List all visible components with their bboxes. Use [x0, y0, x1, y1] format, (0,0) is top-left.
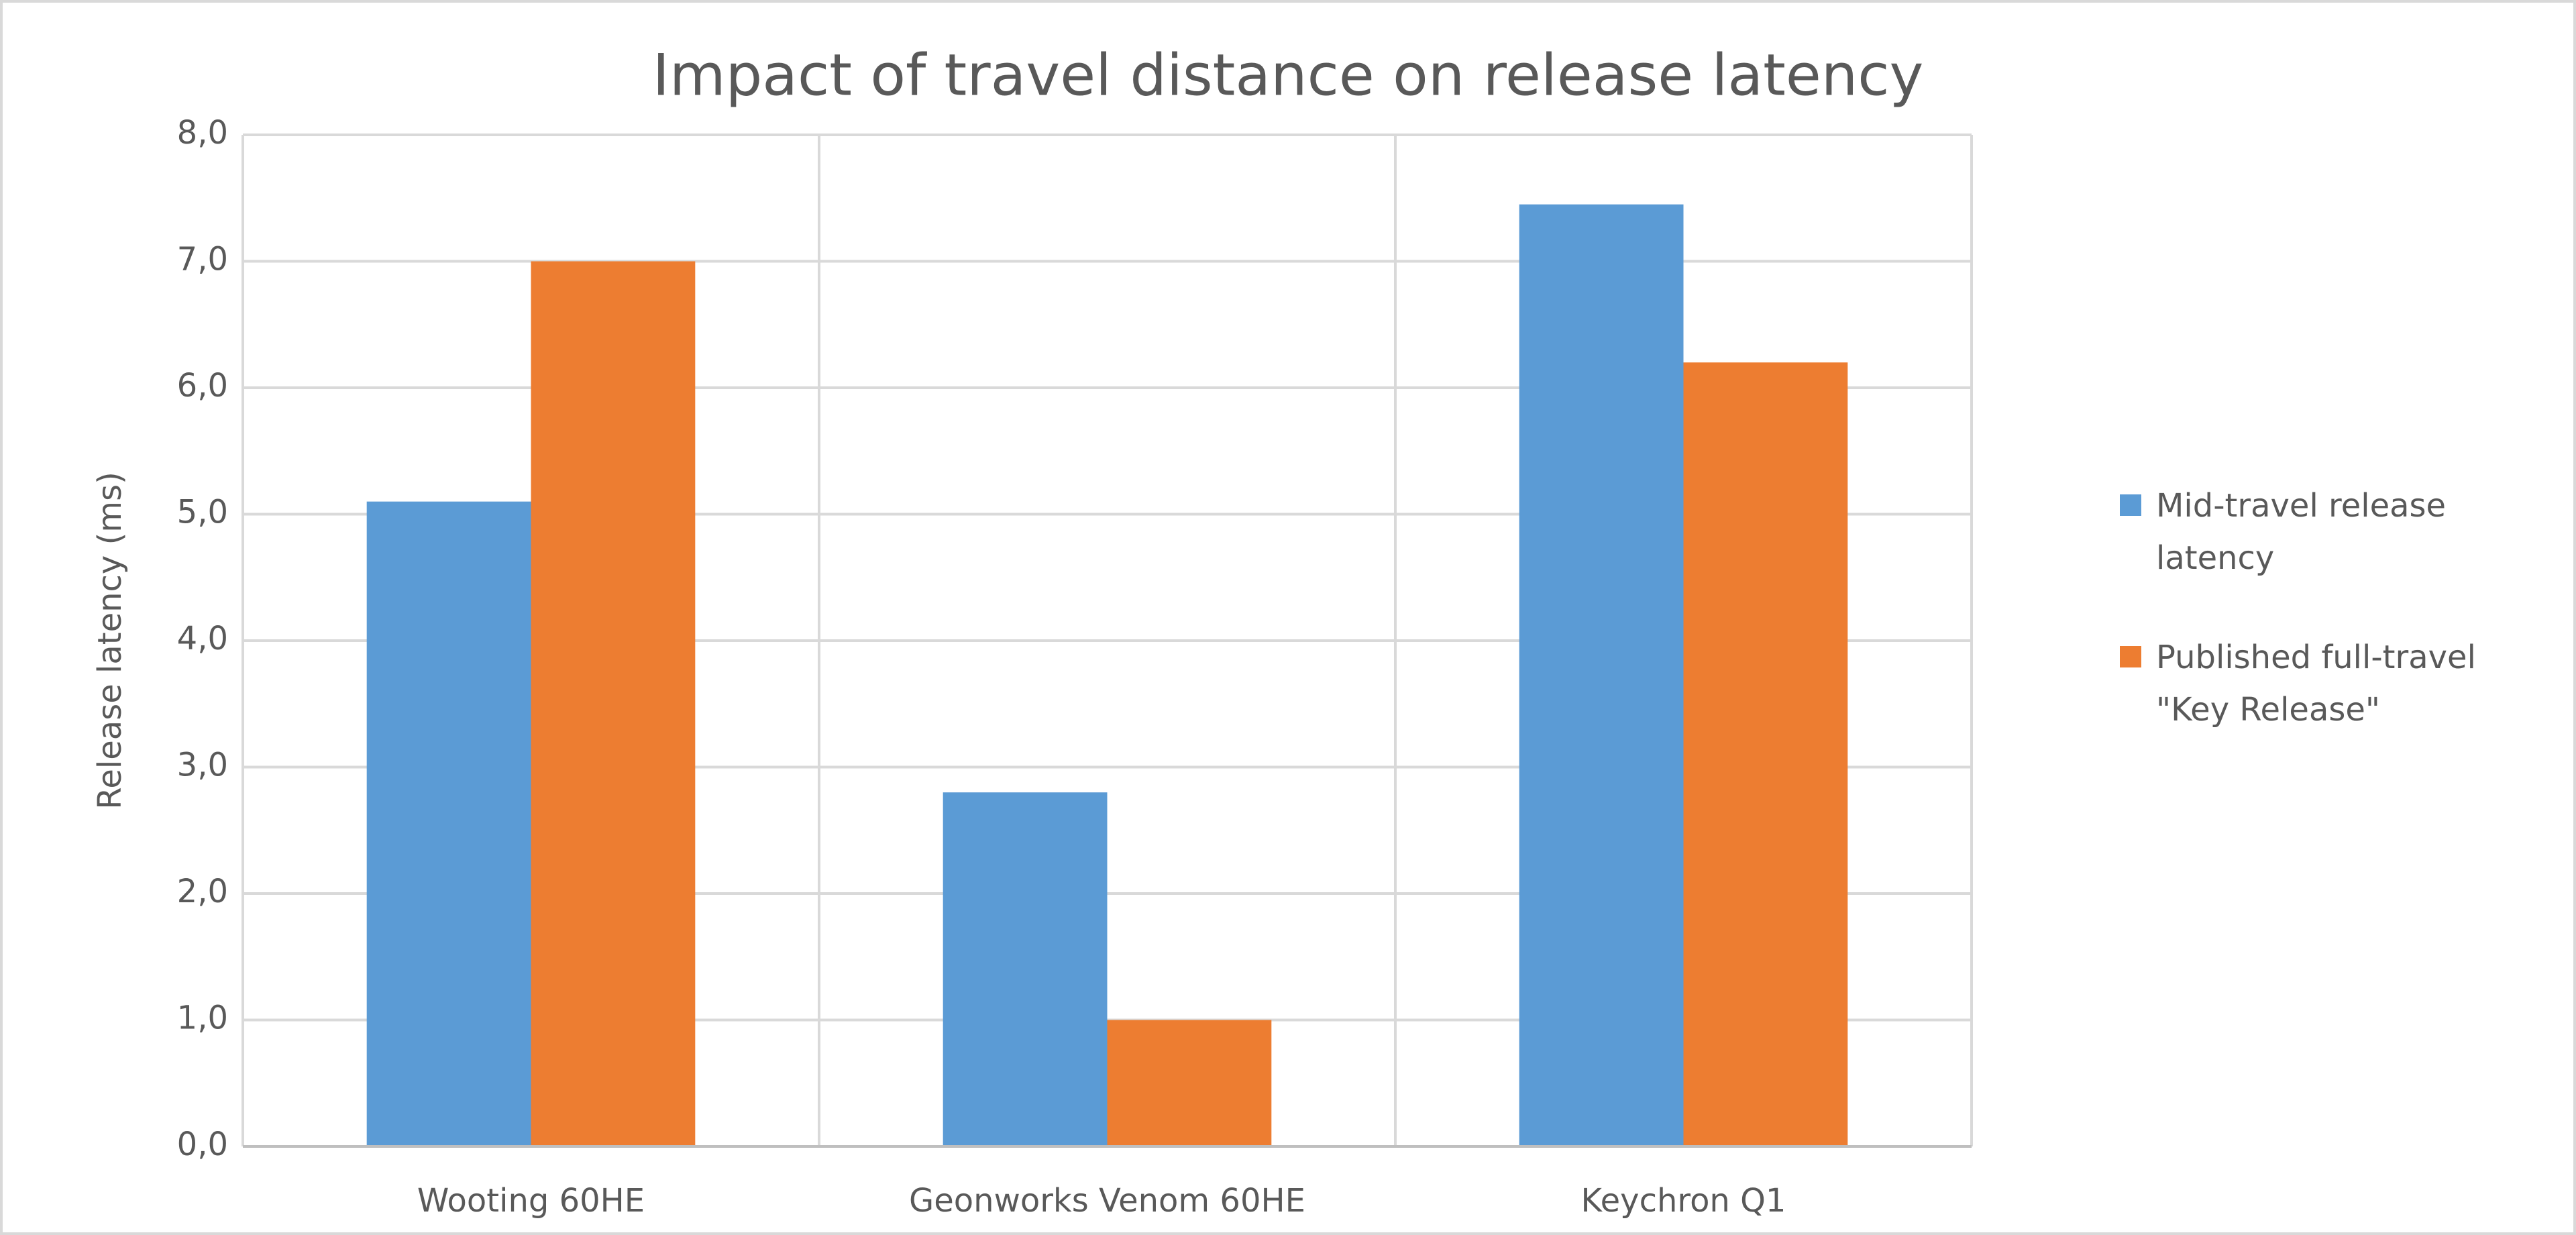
bar [1519, 204, 1684, 1146]
y-tick-label: 3,0 [177, 747, 228, 784]
bar [943, 792, 1108, 1146]
bar [531, 261, 696, 1146]
y-tick-label: 4,0 [177, 620, 228, 657]
y-tick-label: 8,0 [177, 114, 228, 152]
x-tick-label: Keychron Q1 [1581, 1182, 1786, 1220]
bar [1107, 1020, 1272, 1146]
legend-label: Mid-travel release latency [2156, 487, 2447, 577]
chart-title: Impact of travel distance on release lat… [653, 42, 1924, 109]
legend: Mid-travel release latency Published full… [2120, 480, 2522, 783]
legend-label: Published full-travel "Key Release" [2156, 639, 2476, 729]
y-tick-label: 0,0 [177, 1126, 228, 1163]
x-tick-label: Geonworks Venom 60HE [909, 1182, 1305, 1220]
legend-swatch [2120, 646, 2141, 667]
legend-swatch [2120, 494, 2141, 516]
x-tick-label: Wooting 60HE [417, 1182, 645, 1220]
bar [1683, 362, 1848, 1146]
y-tick-label: 5,0 [177, 494, 228, 531]
y-axis-label: Release latency (ms) [91, 472, 129, 810]
y-tick-label: 6,0 [177, 367, 228, 405]
y-tick-label: 1,0 [177, 1000, 228, 1037]
y-tick-label: 7,0 [177, 241, 228, 278]
bar [366, 501, 531, 1146]
legend-item: Mid-travel release latency [2120, 480, 2522, 584]
legend-item: Published full-travel "Key Release" [2120, 631, 2522, 736]
y-tick-label: 2,0 [177, 873, 228, 910]
